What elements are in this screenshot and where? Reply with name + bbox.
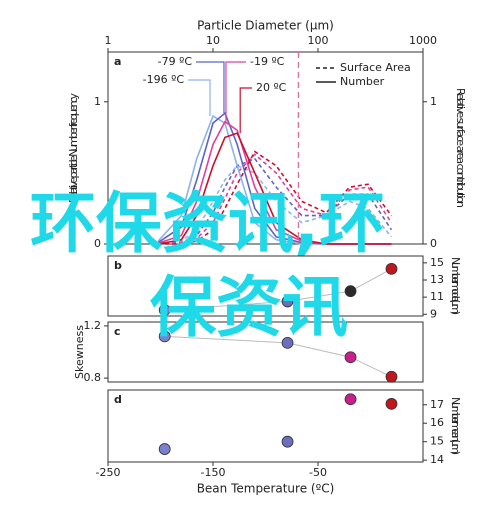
panel-label: a — [114, 55, 121, 68]
y-tick-label: 1.2 — [84, 319, 102, 332]
panel-frame — [107, 321, 424, 383]
data-point — [281, 435, 294, 448]
label-leader — [239, 87, 252, 134]
series-label: -79 ºC — [158, 55, 193, 68]
panel-frame — [107, 51, 424, 245]
surface-line — [158, 150, 393, 245]
x-tick-label: 100 — [308, 34, 329, 47]
y2-tick-label: 15 — [430, 435, 444, 448]
trend-line — [164, 268, 392, 311]
data-point — [158, 330, 171, 343]
y2-tick-label: 14 — [430, 453, 444, 466]
number-line — [157, 132, 392, 245]
data-point — [344, 393, 357, 406]
x-axis-label: Particle Diameter (µm) — [197, 19, 334, 33]
panel-frame — [107, 255, 424, 317]
x-axis-label: Bean Temperature (ºC) — [197, 482, 335, 496]
y2-tick-label: 1 — [430, 95, 437, 108]
data-point — [158, 443, 171, 455]
y-tick-label: 0 — [94, 237, 101, 250]
surface-line — [158, 153, 393, 245]
data-point — [158, 304, 171, 316]
watermark-text: 环保资讯,环 — [30, 185, 385, 262]
panel-label: c — [114, 325, 121, 338]
panel-label: d — [114, 393, 122, 406]
data-point — [281, 295, 294, 308]
y-axis-label: Relative particle Number frequency — [67, 93, 80, 203]
data-point — [281, 336, 294, 349]
surface-line — [158, 157, 393, 245]
label-leader — [188, 79, 211, 116]
x-tick-label: 1 — [105, 34, 112, 47]
x-tick-label: -150 — [201, 466, 226, 479]
y2-axis-label: Number mean (µm) — [449, 397, 462, 455]
label-leader — [225, 61, 246, 122]
surface-line — [158, 164, 393, 245]
panel-label: b — [114, 259, 122, 272]
y2-tick-label: 17 — [430, 398, 444, 411]
data-point — [385, 397, 398, 410]
x-tick-label: 1000 — [409, 34, 437, 47]
legend-label: Surface Area — [340, 61, 411, 74]
x-tick-label: -50 — [309, 466, 327, 479]
y2-tick-label: 0 — [430, 237, 437, 250]
data-point — [385, 370, 398, 383]
watermark-text: 保资讯 — [150, 269, 348, 346]
series-label: 20 ºC — [256, 81, 287, 94]
label-leader — [196, 61, 225, 114]
x-tick-label: -250 — [96, 466, 121, 479]
series-label: -19 ºC — [250, 55, 285, 68]
trend-line — [164, 335, 392, 378]
y2-axis-label: Relative surface area contribution — [454, 88, 467, 208]
y-tick-label: 0.8 — [84, 371, 102, 384]
y-tick-label: 1 — [94, 95, 101, 108]
panel-frame — [107, 389, 424, 463]
y2-tick-label: 11 — [430, 290, 444, 303]
y2-tick-label: 9 — [430, 307, 437, 320]
y-axis-label: Skewness — [73, 325, 86, 379]
legend-label: Number — [340, 75, 385, 88]
y2-tick-label: 13 — [430, 273, 444, 286]
y2-tick-label: 16 — [430, 416, 444, 429]
x-tick-label: 10 — [206, 34, 220, 47]
data-point — [385, 262, 398, 275]
y2-axis-label: Number mode (µm) — [449, 257, 462, 315]
data-point — [344, 285, 357, 298]
y2-tick-label: 15 — [430, 256, 444, 269]
series-label: -196 ºC — [143, 73, 185, 86]
data-point — [344, 351, 357, 364]
